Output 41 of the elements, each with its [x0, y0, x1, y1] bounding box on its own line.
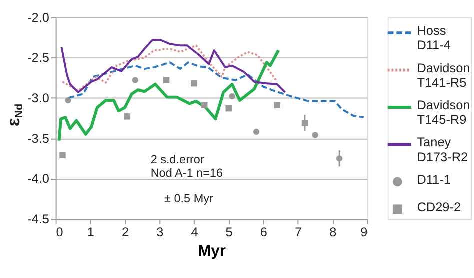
x-tick-label: 6	[260, 224, 268, 240]
x-tick-label: 2	[122, 224, 130, 240]
legend-label: Davidson T141-R5	[417, 60, 470, 90]
x-tick-label: 8	[330, 224, 337, 240]
y-tick-label: -2.5	[28, 50, 50, 66]
x-tick-label: 3	[156, 224, 164, 240]
x-tick-label: 7	[294, 224, 302, 240]
x-tick-label: 1	[87, 224, 94, 240]
legend-label: Davidson T145-R9	[417, 97, 470, 128]
x-tick-label: 0	[56, 224, 64, 240]
point	[124, 114, 131, 120]
x-axis-title: Myr	[198, 242, 226, 260]
line-series	[58, 49, 280, 142]
legend-label: D11-1	[417, 172, 451, 187]
y-axis-title: εNd	[4, 104, 26, 127]
x-tick-label: 4	[191, 224, 198, 240]
line-series	[62, 44, 278, 92]
point	[312, 132, 318, 138]
x-tick-label: 5	[226, 224, 233, 240]
point	[229, 93, 236, 100]
point	[191, 80, 198, 87]
y-tick-label: -2.0	[28, 10, 50, 25]
point	[253, 128, 260, 136]
point	[65, 97, 72, 104]
y-tick-label: -4.5	[28, 212, 50, 227]
point	[202, 102, 208, 108]
y-tick-label: -3.0	[28, 90, 50, 106]
annotation: ± 0.5 Myr	[164, 192, 214, 206]
y-tick-label: -4.0	[28, 171, 50, 186]
point	[163, 77, 170, 84]
point	[274, 102, 280, 108]
point	[132, 77, 139, 84]
y-tick-label: -3.5	[28, 130, 50, 146]
legend-label: Hoss D11-4	[417, 23, 451, 53]
annotation: 2 s.d.error Nod A-1 n=16	[150, 153, 224, 180]
legend-label: CD29-2	[417, 199, 462, 214]
point	[60, 152, 66, 159]
point	[226, 106, 232, 112]
line-series	[60, 39, 286, 94]
x-tick-label: 9	[360, 224, 368, 240]
legend-label: Taney D173-R2	[417, 134, 468, 164]
